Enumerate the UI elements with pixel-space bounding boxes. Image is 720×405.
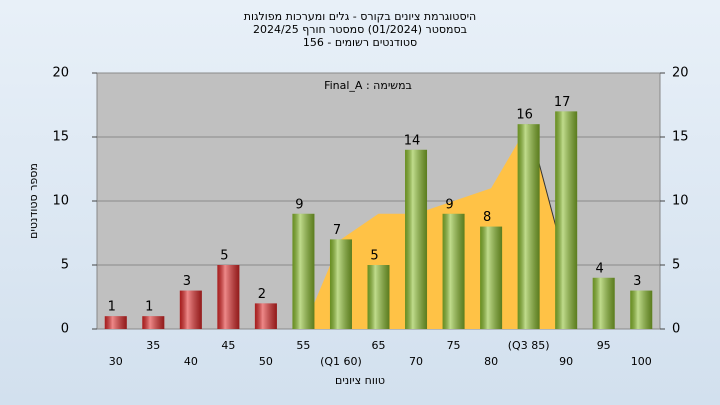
bar-shine xyxy=(555,111,578,330)
x-tick-label: 65 xyxy=(372,339,386,352)
bar-shine xyxy=(592,277,615,329)
title-line: היסטוגרמת ציונים בקורס - גלים ומערכות מפ… xyxy=(244,10,476,23)
value-label: 5 xyxy=(370,249,378,264)
x-tick-label: 95 xyxy=(597,339,611,352)
x-tick-label: 70 xyxy=(409,355,423,368)
y-tick-label: 20 xyxy=(52,66,69,81)
x-tick-label: 80 xyxy=(484,355,498,368)
y-tick-label: 5 xyxy=(61,258,69,273)
x-tick-label: 90 xyxy=(559,355,573,368)
bar-shine xyxy=(329,239,352,329)
bar-shine xyxy=(367,265,390,329)
title-line: בסמסטר (01/2024) סמסטר חורף 2024/25 xyxy=(253,23,467,36)
value-label: 1 xyxy=(145,300,153,315)
x-tick-label: 40 xyxy=(184,355,198,368)
value-label: 5 xyxy=(220,249,228,264)
x-tick-label: 75 xyxy=(447,339,461,352)
value-label: 8 xyxy=(483,210,491,225)
y-tick-label: 0 xyxy=(61,322,69,337)
bar-shine xyxy=(517,124,540,329)
value-label: 3 xyxy=(633,274,641,289)
bar-shine xyxy=(179,290,202,329)
y2-tick-label: 10 xyxy=(672,194,689,209)
x-tick-label: 50 xyxy=(259,355,273,368)
value-label: 3 xyxy=(183,274,191,289)
y-tick-label: 15 xyxy=(52,130,69,145)
value-label: 7 xyxy=(333,223,341,238)
value-label: 9 xyxy=(295,197,303,212)
x-tick-label: 100 xyxy=(631,355,652,368)
annotation: Final_A : במשימה xyxy=(324,79,412,92)
y2-tick-label: 0 xyxy=(672,322,680,337)
x-axis-label: טווח ציונים xyxy=(335,374,385,387)
value-label: 14 xyxy=(404,133,421,148)
x-tick-label: (Q1 60) xyxy=(320,355,362,368)
y-axis-label: מספר סטודנטים xyxy=(27,163,40,239)
y2-tick-label: 15 xyxy=(672,130,689,145)
x-tick-label: (Q3 85) xyxy=(508,339,550,352)
value-label: 17 xyxy=(554,95,571,110)
x-tick-label: 55 xyxy=(296,339,310,352)
y-tick-label: 10 xyxy=(52,194,69,209)
value-label: 16 xyxy=(516,108,533,123)
bar-shine xyxy=(405,149,428,329)
bar-shine xyxy=(217,265,240,329)
title-line: סטודנטים רשומים - 156 xyxy=(303,36,417,49)
bar-shine xyxy=(142,316,165,329)
y2-tick-label: 20 xyxy=(672,66,689,81)
bar-shine xyxy=(254,303,277,329)
value-label: 2 xyxy=(258,287,266,302)
bar-shine xyxy=(630,290,653,329)
bar-shine xyxy=(480,226,503,329)
x-tick-label: 35 xyxy=(146,339,160,352)
value-label: 4 xyxy=(596,261,604,276)
x-tick-label: 30 xyxy=(109,355,123,368)
value-label: 9 xyxy=(445,197,453,212)
bar-shine xyxy=(104,316,127,329)
y2-tick-label: 5 xyxy=(672,258,680,273)
bar-shine xyxy=(292,213,315,329)
bar-shine xyxy=(442,213,465,329)
value-label: 1 xyxy=(108,300,116,315)
x-tick-label: 45 xyxy=(221,339,235,352)
